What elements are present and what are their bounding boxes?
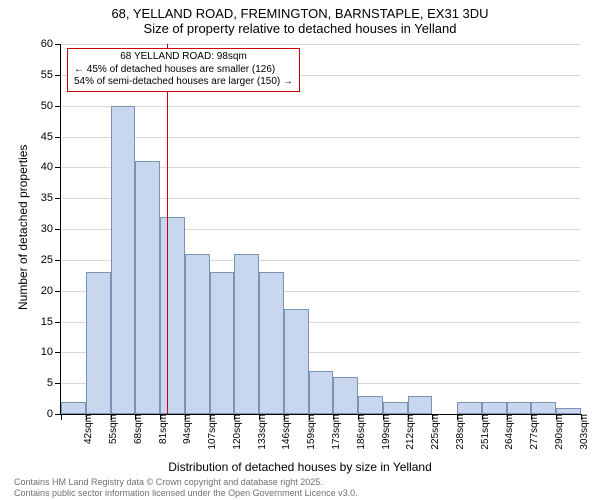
x-tick <box>408 414 409 420</box>
x-tick <box>507 414 508 420</box>
y-tick-label: 30 <box>41 223 61 235</box>
histogram-chart: 68 YELLAND ROAD: 98sqm ← 45% of detached… <box>60 44 581 415</box>
x-tick <box>531 414 532 420</box>
histogram-bar <box>61 402 86 414</box>
y-tick-label: 20 <box>41 285 61 297</box>
histogram-bar <box>383 402 408 414</box>
title-line-2: Size of property relative to detached ho… <box>0 21 600 36</box>
x-tick <box>482 414 483 420</box>
histogram-bar <box>531 402 556 414</box>
gridline <box>61 106 581 107</box>
y-tick-label: 25 <box>41 254 61 266</box>
y-tick-label: 35 <box>41 192 61 204</box>
callout-line-2: ← 45% of detached houses are smaller (12… <box>74 64 293 77</box>
histogram-bar <box>210 272 235 414</box>
x-tick <box>111 414 112 420</box>
histogram-bar <box>309 371 334 414</box>
x-tick <box>210 414 211 420</box>
y-tick-label: 0 <box>47 408 61 420</box>
x-tick <box>160 414 161 420</box>
x-tick <box>185 414 186 420</box>
y-tick-label: 55 <box>41 69 61 81</box>
y-axis-title: Number of detached properties <box>16 145 30 310</box>
gridline <box>61 137 581 138</box>
y-tick-label: 5 <box>47 377 61 389</box>
y-tick-label: 40 <box>41 161 61 173</box>
histogram-bar <box>556 408 581 414</box>
histogram-bar <box>86 272 111 414</box>
histogram-bar <box>358 396 383 415</box>
histogram-bar <box>185 254 210 414</box>
y-tick-label: 15 <box>41 316 61 328</box>
histogram-bar <box>333 377 358 414</box>
x-tick <box>309 414 310 420</box>
x-axis-title: Distribution of detached houses by size … <box>0 460 600 474</box>
gridline <box>61 44 581 45</box>
y-tick-label: 10 <box>41 346 61 358</box>
x-tick <box>457 414 458 420</box>
histogram-bar <box>482 402 507 414</box>
x-tick <box>383 414 384 420</box>
histogram-bar <box>111 106 136 414</box>
title-line-1: 68, YELLAND ROAD, FREMINGTON, BARNSTAPLE… <box>0 6 600 21</box>
histogram-bar <box>160 217 185 414</box>
x-tick <box>581 414 582 420</box>
y-tick-label: 60 <box>41 38 61 50</box>
histogram-bar <box>408 396 433 415</box>
x-tick <box>358 414 359 420</box>
x-tick <box>333 414 334 420</box>
histogram-bar <box>234 254 259 414</box>
callout-box: 68 YELLAND ROAD: 98sqm ← 45% of detached… <box>67 48 300 92</box>
x-tick <box>86 414 87 420</box>
x-tick <box>61 414 62 420</box>
y-tick-label: 45 <box>41 131 61 143</box>
x-tick <box>135 414 136 420</box>
y-tick-label: 50 <box>41 100 61 112</box>
footer-line-2: Contains public sector information licen… <box>14 488 358 498</box>
x-tick <box>432 414 433 420</box>
histogram-bar <box>457 402 482 414</box>
histogram-bar <box>135 161 160 414</box>
footer-line-1: Contains HM Land Registry data © Crown c… <box>14 477 358 487</box>
x-tick <box>259 414 260 420</box>
histogram-bar <box>507 402 532 414</box>
histogram-bar <box>284 309 309 414</box>
footer-attribution: Contains HM Land Registry data © Crown c… <box>14 477 358 498</box>
callout-line-3: 54% of semi-detached houses are larger (… <box>74 76 293 89</box>
x-tick <box>284 414 285 420</box>
callout-line-1: 68 YELLAND ROAD: 98sqm <box>74 51 293 64</box>
x-tick <box>234 414 235 420</box>
x-tick <box>556 414 557 420</box>
histogram-bar <box>259 272 284 414</box>
marker-line <box>167 44 168 414</box>
